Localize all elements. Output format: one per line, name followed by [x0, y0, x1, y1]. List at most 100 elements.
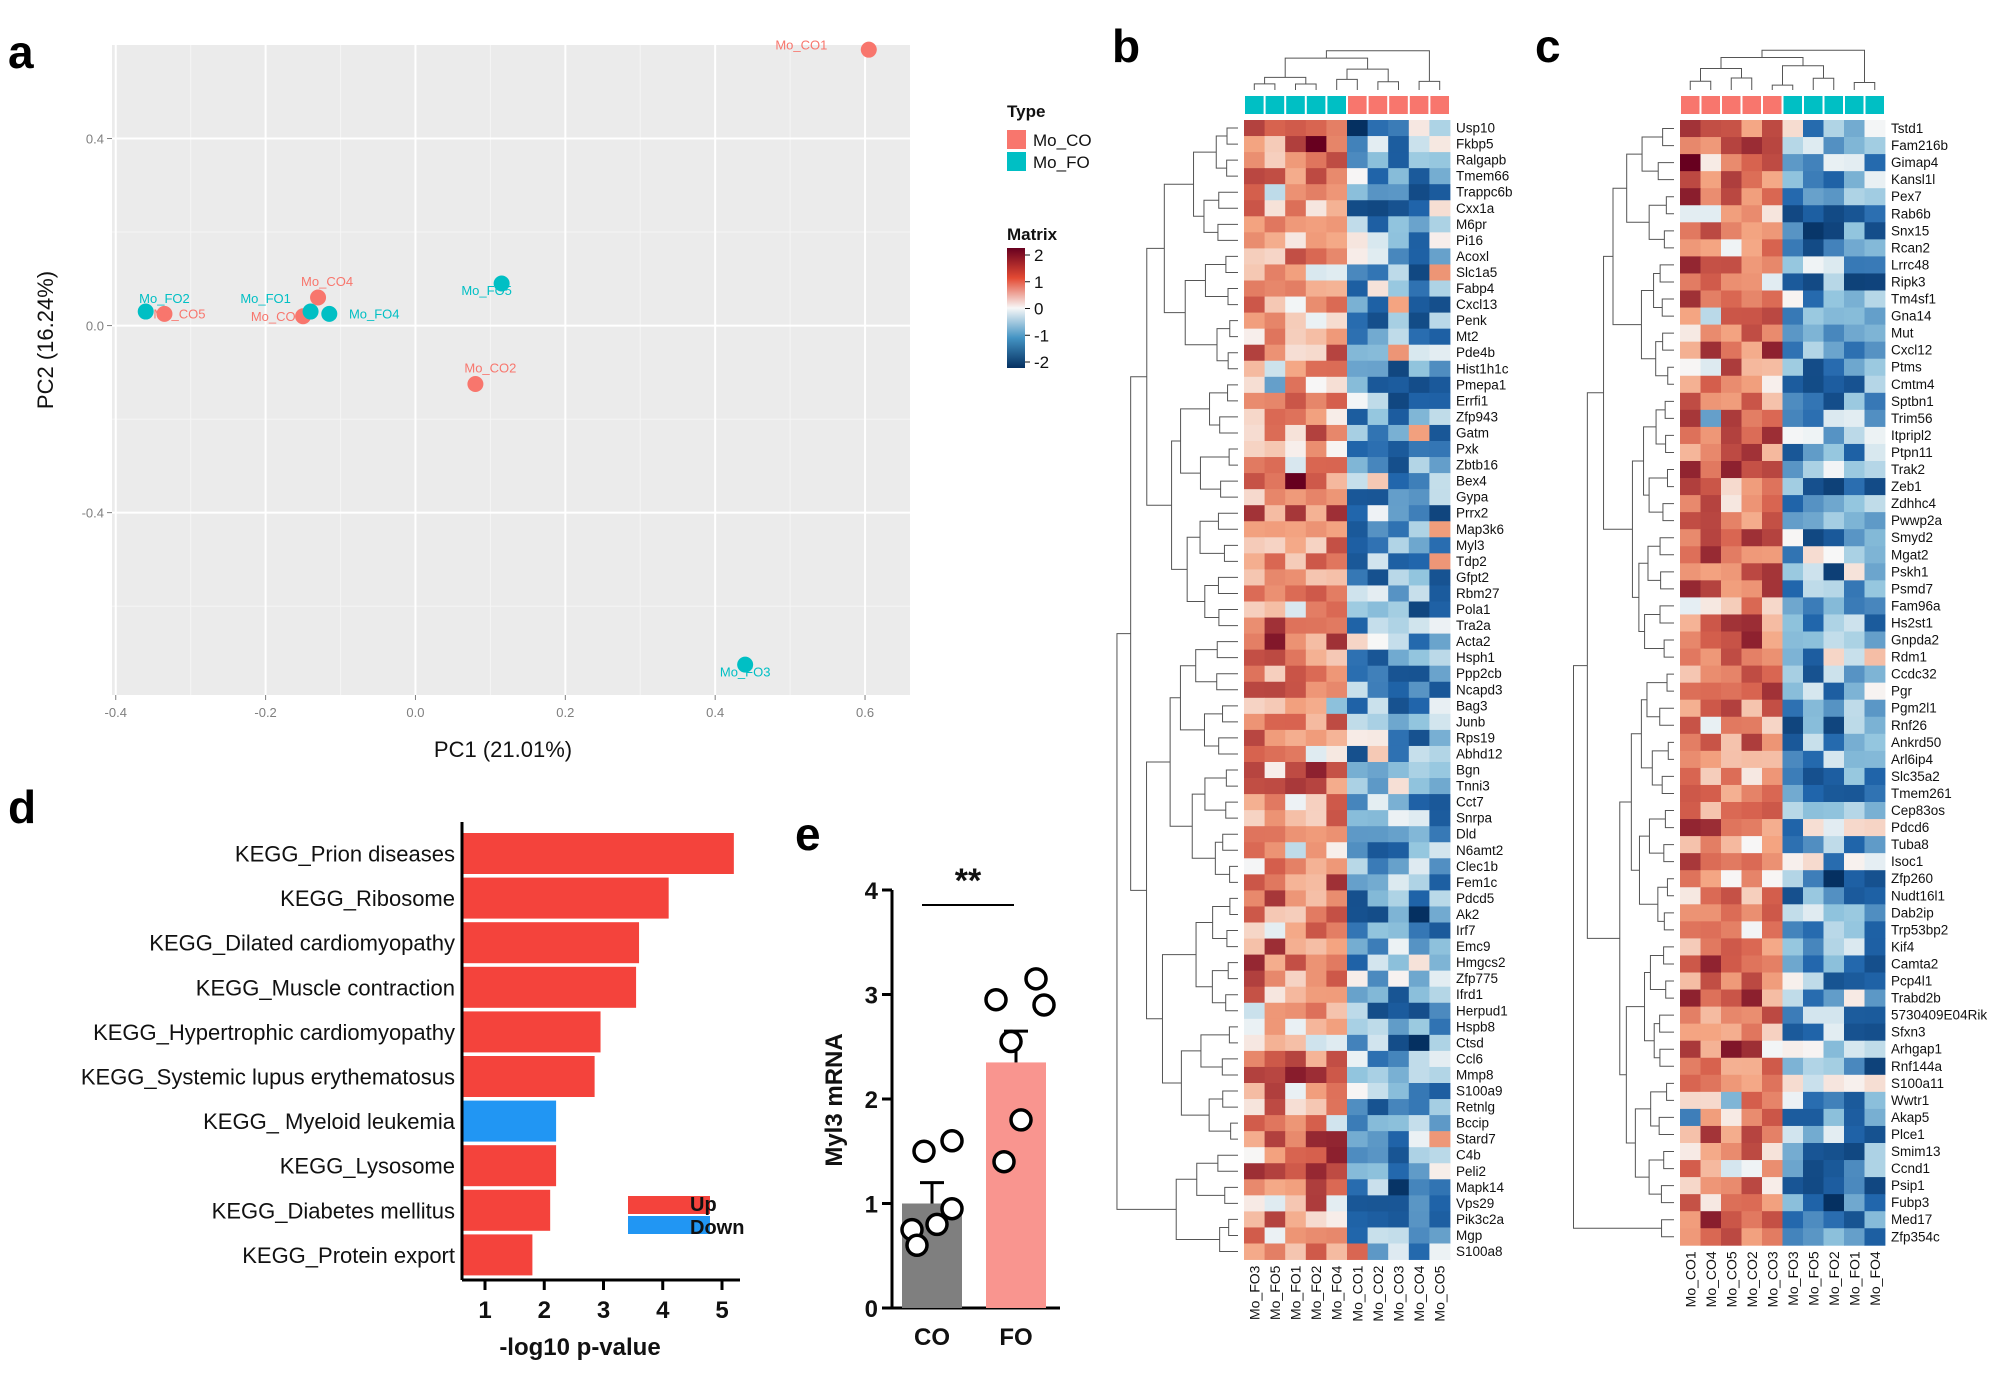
b-heatmap-cell — [1367, 970, 1389, 988]
b-heatmap-cell — [1429, 601, 1451, 618]
b-gene-label: Stard7 — [1456, 1132, 1496, 1147]
b-heatmap-cell — [1429, 874, 1451, 891]
b-heatmap-cell — [1347, 970, 1368, 988]
c-heatmap-cell — [1741, 1057, 1763, 1076]
c-sample-label: Mo_FO3 — [1785, 1251, 1801, 1306]
c-heatmap-cell — [1782, 955, 1804, 973]
c-heatmap-cell — [1823, 665, 1845, 684]
c-heatmap-cell — [1864, 870, 1886, 888]
c-gene-label: Fam96a — [1891, 598, 1941, 613]
b-heatmap-cell — [1429, 457, 1451, 474]
b-heatmap-cell — [1305, 826, 1327, 843]
c-heatmap-cell — [1700, 495, 1722, 513]
c-heatmap-cell — [1700, 716, 1722, 735]
b-row-dendrogram-branch — [1209, 392, 1228, 426]
b-heatmap-cell — [1388, 1115, 1410, 1132]
b-heatmap-cell — [1347, 633, 1368, 651]
c-row-dendrogram-branch — [1638, 562, 1648, 632]
c-heatmap-cell — [1700, 188, 1722, 206]
myl3-data-point — [999, 1029, 1023, 1054]
pca-x-tick-label: 0.6 — [856, 705, 874, 720]
c-heatmap-cell — [1721, 1125, 1742, 1144]
myl3-bar — [986, 1062, 1046, 1308]
b-heatmap-cell — [1429, 473, 1451, 490]
b-gene-label: Zfp943 — [1456, 409, 1498, 424]
c-heatmap-cell — [1864, 716, 1886, 735]
b-heatmap-cell — [1367, 938, 1389, 955]
c-heatmap-cell — [1721, 1143, 1742, 1161]
c-heatmap-cell — [1680, 1023, 1701, 1042]
c-heatmap-cell — [1844, 256, 1865, 274]
c-heatmap-cell — [1823, 1040, 1845, 1059]
b-heatmap-cell — [1388, 248, 1410, 265]
c-heatmap-cell — [1844, 597, 1865, 615]
b-heatmap-cell — [1408, 1195, 1430, 1212]
pca-point-label: Mo_CO3 — [251, 309, 303, 324]
b-heatmap-cell — [1326, 890, 1348, 907]
b-heatmap-cell — [1408, 970, 1430, 988]
b-row-dendrogram-branch — [1184, 280, 1218, 346]
c-gene-label: Nudt16l1 — [1891, 888, 1945, 903]
b-heatmap-cell — [1285, 842, 1307, 859]
c-heatmap-cell — [1782, 921, 1804, 939]
b-row-dendrogram-branch — [1228, 1026, 1238, 1044]
b-heatmap-cell — [1429, 1115, 1451, 1132]
c-heatmap-cell — [1844, 682, 1865, 701]
b-heatmap-cell — [1244, 344, 1265, 362]
b-heatmap-cell — [1367, 1034, 1389, 1052]
b-heatmap-cell — [1264, 826, 1286, 843]
c-heatmap-cell — [1844, 120, 1865, 138]
b-gene-label: Tra2a — [1456, 618, 1491, 633]
pca-point-label: Mo_FO1 — [240, 291, 291, 306]
c-heatmap-cell — [1721, 461, 1742, 479]
b-heatmap-cell — [1305, 810, 1327, 827]
c-heatmap-cell — [1803, 1177, 1824, 1195]
b-heatmap-cell — [1429, 778, 1451, 795]
b-row-dendrogram-branch — [1225, 994, 1238, 1012]
b-heatmap-cell — [1347, 778, 1368, 795]
c-column-dendrogram-branch — [1700, 67, 1742, 82]
b-gene-label: M6pr — [1456, 217, 1487, 232]
b-heatmap-cell — [1326, 120, 1348, 137]
c-heatmap-cell — [1700, 750, 1722, 769]
b-heatmap-cell — [1408, 954, 1430, 972]
c-heatmap-cell — [1680, 802, 1701, 820]
c-heatmap-cell — [1762, 1177, 1783, 1195]
c-heatmap-cell — [1864, 853, 1886, 871]
b-gene-label: S100a8 — [1456, 1244, 1503, 1259]
b-heatmap-cell — [1326, 986, 1348, 1004]
c-row-dendrogram-branch — [1657, 162, 1674, 181]
b-heatmap-cell — [1347, 1179, 1368, 1196]
myl3-data-point — [984, 987, 1008, 1012]
b-heatmap-cell — [1264, 681, 1286, 699]
b-heatmap-cell — [1264, 505, 1286, 522]
c-heatmap-cell — [1762, 239, 1783, 257]
c-gene-label: Rnf26 — [1891, 718, 1927, 733]
b-heatmap-cell — [1244, 794, 1265, 811]
c-heatmap-cell — [1823, 904, 1845, 922]
b-heatmap-cell — [1408, 665, 1430, 683]
b-heatmap-cell — [1367, 1099, 1389, 1116]
b-row-dendrogram-branch — [1186, 536, 1205, 602]
c-gene-label: Pcp4l1 — [1891, 974, 1932, 989]
b-gene-label: Ppp2cb — [1456, 666, 1502, 681]
b-heatmap-cell — [1326, 1018, 1348, 1036]
c-heatmap-cell — [1680, 1160, 1701, 1178]
c-heatmap-cell — [1823, 1006, 1845, 1025]
b-heatmap-cell — [1244, 938, 1265, 955]
b-heatmap-cell — [1429, 136, 1451, 153]
c-row-dendrogram-branch — [1648, 204, 1667, 240]
b-gene-label: Ncapd3 — [1456, 682, 1503, 697]
b-heatmap-cell — [1285, 970, 1307, 988]
b-heatmap-cell — [1285, 681, 1307, 699]
b-heatmap-cell — [1388, 745, 1410, 763]
c-heatmap-cell — [1844, 767, 1865, 786]
c-row-dendrogram-branch — [1573, 665, 1662, 1229]
b-gene-label: Herpud1 — [1456, 1003, 1508, 1018]
b-heatmap-cell — [1388, 200, 1410, 217]
c-row-dendrogram-branch — [1643, 426, 1657, 496]
c-heatmap-cell — [1721, 239, 1742, 257]
c-heatmap-cell — [1823, 171, 1845, 189]
c-heatmap-cell — [1803, 375, 1824, 394]
